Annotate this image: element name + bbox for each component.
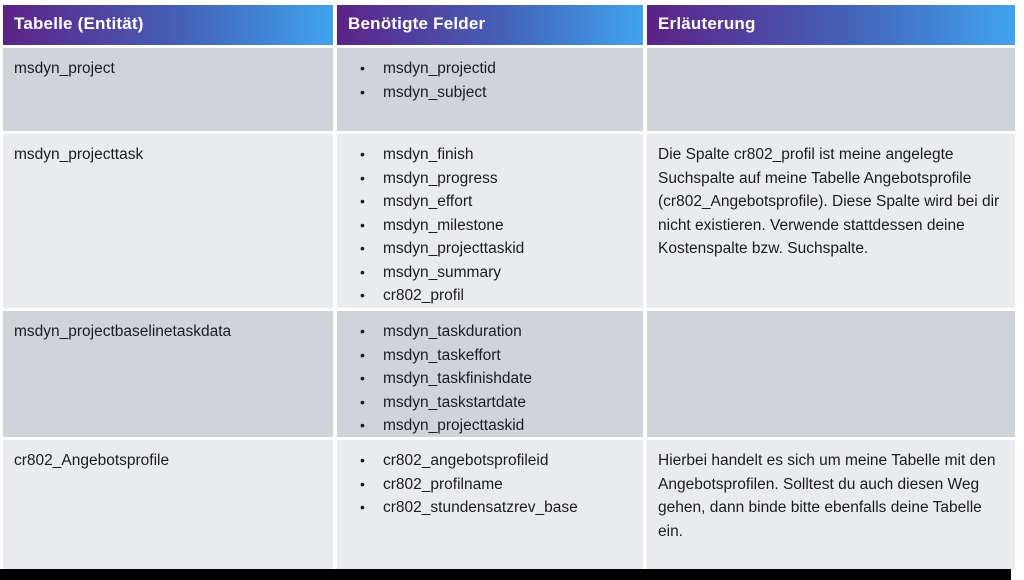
column-header-benoetigte-felder: Benötigte Felder (337, 5, 643, 45)
entity-cell: msdyn_projectbaselinetaskdata (3, 311, 333, 437)
bottom-black-bar (0, 569, 1011, 580)
note-cell (647, 311, 1015, 437)
field-item: msdyn_taskstartdate (360, 391, 633, 415)
field-item: msdyn_finish (360, 143, 633, 167)
fields-cell: cr802_angebotsprofileid cr802_profilname… (337, 440, 643, 569)
field-list: msdyn_finish msdyn_progress msdyn_effort… (348, 143, 633, 308)
entity-fields-table: Tabelle (Entität) Benötigte Felder Erläu… (3, 5, 1015, 569)
field-item: msdyn_taskduration (360, 320, 633, 344)
field-item: cr802_angebotsprofileid (360, 449, 633, 473)
field-list: cr802_angebotsprofileid cr802_profilname… (348, 449, 633, 520)
fields-cell: msdyn_projectid msdyn_subject (337, 48, 643, 131)
field-item: msdyn_progress (360, 167, 633, 191)
field-item: msdyn_projectid (360, 57, 633, 81)
entity-cell: msdyn_projecttask (3, 134, 333, 308)
field-item: msdyn_projecttaskid (360, 237, 633, 261)
field-item: msdyn_effort (360, 190, 633, 214)
note-cell (647, 48, 1015, 131)
column-header-tabelle: Tabelle (Entität) (3, 5, 333, 45)
field-item: msdyn_taskeffort (360, 344, 633, 368)
field-item: msdyn_subject (360, 81, 633, 105)
field-item: msdyn_taskfinishdate (360, 367, 633, 391)
fields-cell: msdyn_taskduration msdyn_taskeffort msdy… (337, 311, 643, 437)
field-item: cr802_profil (360, 284, 633, 308)
entity-cell: cr802_Angebotsprofile (3, 440, 333, 569)
field-item: msdyn_milestone (360, 214, 633, 238)
field-item: msdyn_projecttaskid (360, 414, 633, 437)
column-header-erlaeuterung: Erläuterung (647, 5, 1015, 45)
field-list: msdyn_projectid msdyn_subject (348, 57, 633, 104)
entity-cell: msdyn_project (3, 48, 333, 131)
fields-cell: msdyn_finish msdyn_progress msdyn_effort… (337, 134, 643, 308)
note-cell: Hierbei handelt es sich um meine Tabelle… (647, 440, 1015, 569)
field-item: msdyn_summary (360, 261, 633, 285)
field-list: msdyn_taskduration msdyn_taskeffort msdy… (348, 320, 633, 437)
field-item: cr802_profilname (360, 473, 633, 497)
note-cell: Die Spalte cr802_profil ist meine angele… (647, 134, 1015, 308)
field-item: cr802_stundensatzrev_base (360, 496, 633, 520)
